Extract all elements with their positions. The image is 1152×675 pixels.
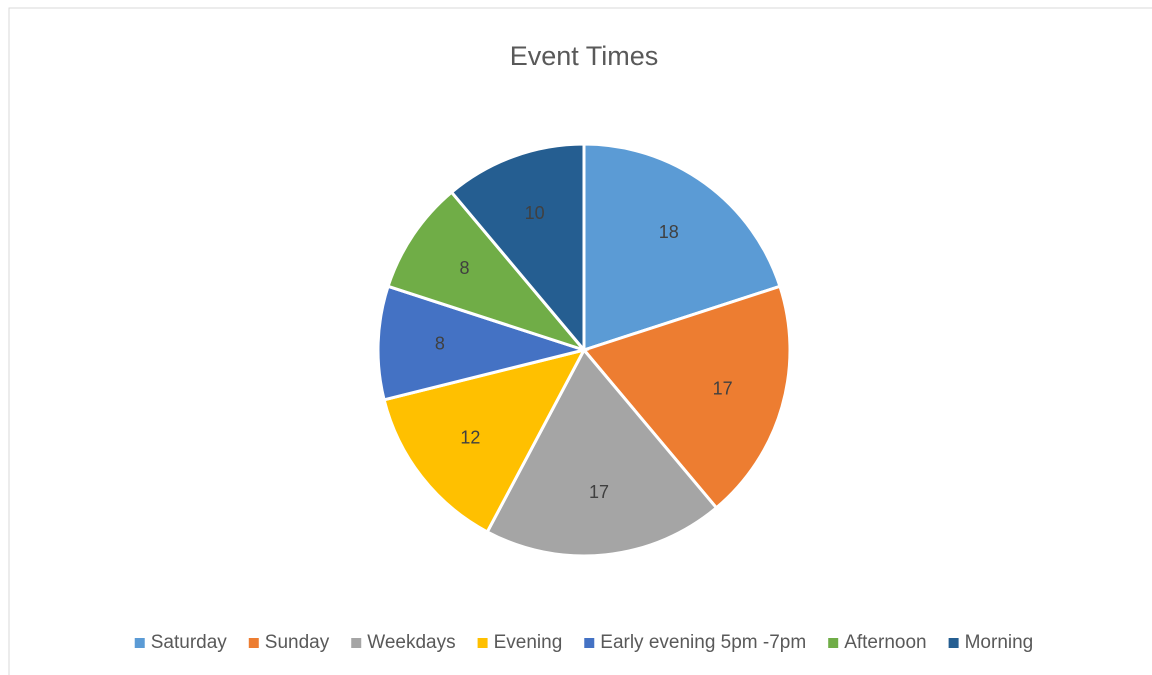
data-label: 10 [525, 203, 545, 223]
legend-marker [248, 638, 259, 648]
legend-label: Early evening 5pm -7pm [600, 632, 806, 653]
legend-label: Evening [494, 632, 563, 653]
data-label: 8 [435, 334, 445, 354]
chart-title: Event Times [510, 41, 659, 71]
data-label: 17 [713, 378, 733, 398]
pie-slice [386, 190, 589, 354]
legend-marker [477, 638, 488, 648]
data-label: 12 [460, 428, 480, 448]
legend-marker [948, 638, 959, 648]
legend-label: Morning [965, 632, 1034, 653]
pie-slice [582, 142, 782, 353]
legend-marker [584, 638, 595, 648]
pie-slice [449, 142, 586, 355]
legend-label: Weekdays [367, 632, 455, 653]
legend-marker [351, 638, 362, 648]
data-label: 8 [459, 258, 469, 278]
legend-label: Afternoon [844, 632, 926, 653]
pie-slice [376, 284, 590, 402]
legend-marker [134, 638, 145, 648]
data-label: 18 [659, 222, 679, 242]
pie-slice [382, 347, 587, 534]
legend-label: Sunday [265, 632, 330, 653]
pie-slice [485, 347, 719, 558]
legend-marker [828, 638, 839, 648]
legend-label: Saturday [151, 632, 228, 653]
pie-slice [581, 284, 792, 510]
data-label: 17 [589, 482, 609, 502]
